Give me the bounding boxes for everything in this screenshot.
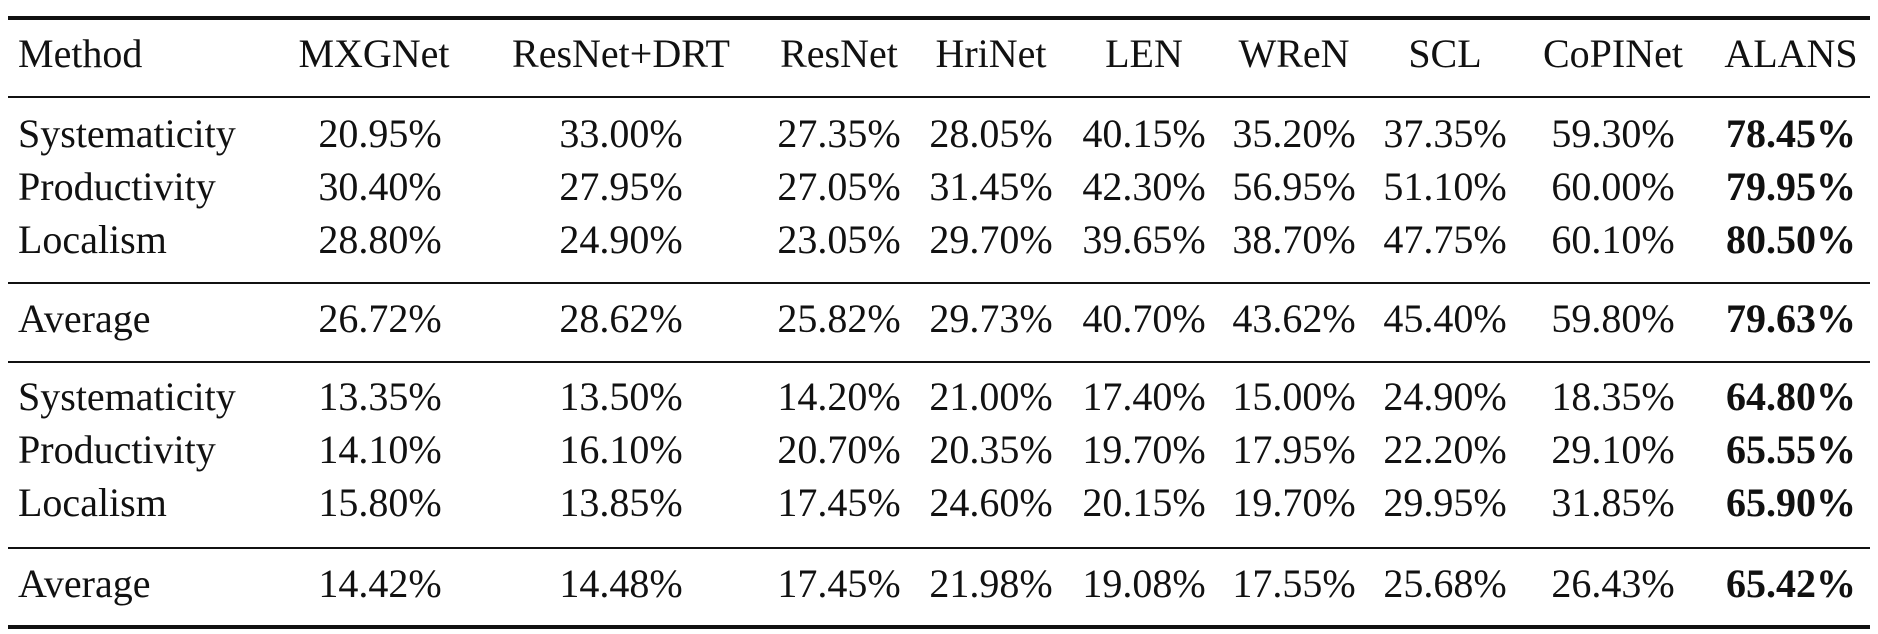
header-cell: ResNet [780, 31, 898, 76]
cell: 14.48% [559, 561, 682, 606]
cell: 29.73% [929, 296, 1052, 341]
cell: 19.70% [1082, 427, 1205, 472]
cell: 40.15% [1082, 111, 1205, 156]
cell: 24.90% [1383, 374, 1506, 419]
cell: 43.62% [1232, 296, 1355, 341]
cell: 45.40% [1383, 296, 1506, 341]
cell: 60.10% [1551, 217, 1674, 262]
cell: 29.70% [929, 217, 1052, 262]
cell: 22.20% [1383, 427, 1506, 472]
cell: 79.95% [1726, 164, 1856, 209]
cell: 17.45% [777, 561, 900, 606]
cell: 28.62% [559, 296, 682, 341]
cell: 64.80% [1726, 374, 1856, 419]
cell: 60.00% [1551, 164, 1674, 209]
cell: 35.20% [1232, 111, 1355, 156]
cell: 21.00% [929, 374, 1052, 419]
cell: 17.45% [777, 480, 900, 525]
cell: 26.72% [318, 296, 441, 341]
cell: 31.85% [1551, 480, 1674, 525]
cell: 56.95% [1232, 164, 1355, 209]
cell: 65.90% [1726, 480, 1856, 525]
cell: 38.70% [1232, 217, 1355, 262]
cell: 65.55% [1726, 427, 1856, 472]
cell: 51.10% [1383, 164, 1506, 209]
cell: 28.80% [318, 217, 441, 262]
cell: 24.90% [559, 217, 682, 262]
cell: 27.05% [777, 164, 900, 209]
row-label: Average [18, 561, 151, 606]
cell: 26.43% [1551, 561, 1674, 606]
header-cell: HriNet [935, 31, 1046, 76]
header-cell: LEN [1105, 31, 1183, 76]
cell: 13.50% [559, 374, 682, 419]
row-label: Productivity [18, 427, 216, 472]
row-label: Systematicity [18, 374, 236, 419]
cell: 33.00% [559, 111, 682, 156]
cell: 25.68% [1383, 561, 1506, 606]
cell: 24.60% [929, 480, 1052, 525]
cell: 21.98% [929, 561, 1052, 606]
cell: 16.10% [559, 427, 682, 472]
row-label: Productivity [18, 164, 216, 209]
header-cell: ResNet+DRT [512, 31, 730, 76]
cell: 37.35% [1383, 111, 1506, 156]
row-label: Localism [18, 480, 167, 525]
row-label: Systematicity [18, 111, 236, 156]
cell: 17.95% [1232, 427, 1355, 472]
cell: 47.75% [1383, 217, 1506, 262]
row-label: Localism [18, 217, 167, 262]
cell: 20.35% [929, 427, 1052, 472]
cell: 14.10% [318, 427, 441, 472]
cell: 14.42% [318, 561, 441, 606]
cell: 27.95% [559, 164, 682, 209]
cell: 20.95% [318, 111, 441, 156]
cell: 59.80% [1551, 296, 1674, 341]
header-cell: WReN [1238, 31, 1349, 76]
row-label: Average [18, 296, 151, 341]
cell: 19.08% [1082, 561, 1205, 606]
cell: 23.05% [777, 217, 900, 262]
header-cell: SCL [1408, 31, 1481, 76]
cell: 17.55% [1232, 561, 1355, 606]
cell: 20.70% [777, 427, 900, 472]
cell: 80.50% [1726, 217, 1856, 262]
cell: 17.40% [1082, 374, 1205, 419]
cell: 39.65% [1082, 217, 1205, 262]
cell: 19.70% [1232, 480, 1355, 525]
header-cell: Method [18, 31, 142, 76]
cell: 15.80% [318, 480, 441, 525]
cell: 42.30% [1082, 164, 1205, 209]
cell: 59.30% [1551, 111, 1674, 156]
cell: 20.15% [1082, 480, 1205, 525]
cell: 29.10% [1551, 427, 1674, 472]
cell: 29.95% [1383, 480, 1506, 525]
cell: 79.63% [1726, 296, 1856, 341]
cell: 15.00% [1232, 374, 1355, 419]
cell: 65.42% [1726, 561, 1856, 606]
cell: 13.35% [318, 374, 441, 419]
cell: 27.35% [777, 111, 900, 156]
cell: 13.85% [559, 480, 682, 525]
cell: 28.05% [929, 111, 1052, 156]
header-cell: CoPINet [1543, 31, 1683, 76]
cell: 31.45% [929, 164, 1052, 209]
header-cell: ALANS [1724, 31, 1857, 76]
cell: 25.82% [777, 296, 900, 341]
cell: 14.20% [777, 374, 900, 419]
cell: 30.40% [318, 164, 441, 209]
cell: 18.35% [1551, 374, 1674, 419]
cell: 78.45% [1726, 111, 1856, 156]
cell: 40.70% [1082, 296, 1205, 341]
header-cell: MXGNet [298, 31, 449, 76]
